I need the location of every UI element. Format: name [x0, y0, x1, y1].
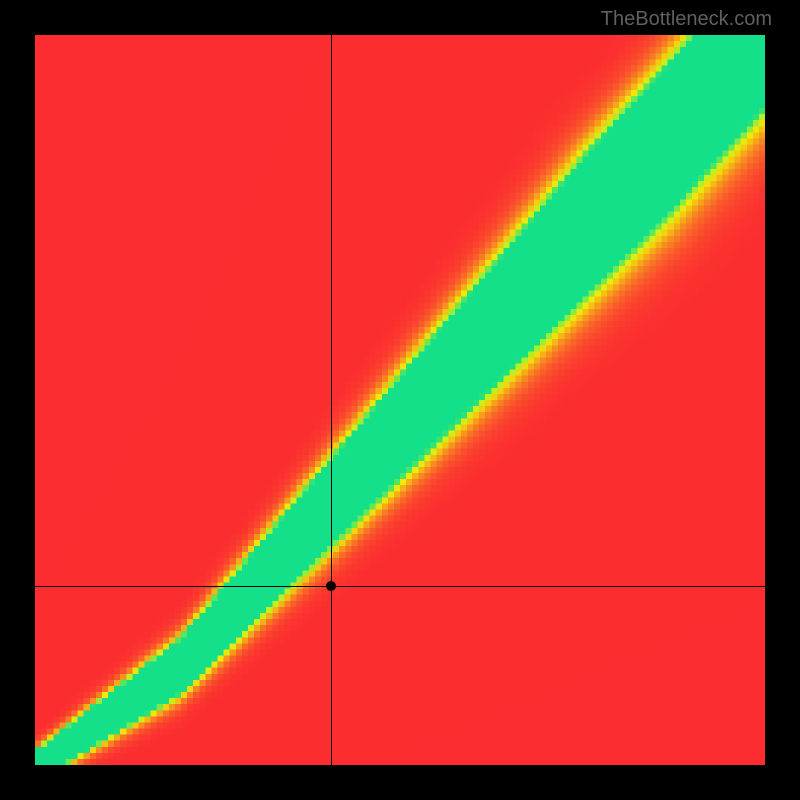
- crosshair-horizontal: [35, 586, 765, 587]
- heatmap-canvas: [35, 35, 765, 765]
- crosshair-vertical: [331, 35, 332, 765]
- data-point-marker: [326, 581, 336, 591]
- watermark-text: TheBottleneck.com: [601, 8, 772, 31]
- plot-area: [35, 35, 765, 765]
